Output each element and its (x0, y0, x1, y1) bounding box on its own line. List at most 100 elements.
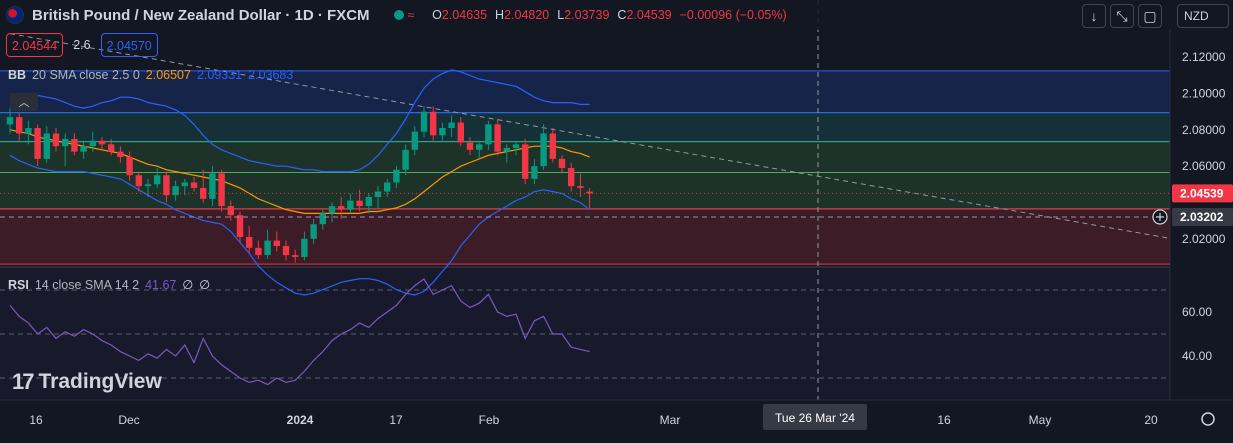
ohlc-close-value: 2.04539 (626, 8, 672, 22)
time-axis-background (0, 400, 1233, 438)
candle-body (384, 182, 391, 192)
candle-body (531, 166, 538, 179)
time-tick-label: 17 (389, 413, 403, 427)
time-tick-label: 16 (29, 413, 43, 427)
candle-body (577, 186, 584, 188)
candle-17 (163, 171, 170, 203)
candle-43 (402, 144, 409, 176)
bb-params: 20 SMA close 2.5 0 (32, 68, 140, 82)
collapse-legend-button[interactable]: ︿ (10, 93, 38, 111)
time-tick-label: May (1029, 413, 1052, 427)
bb-lower-value: 2.03683 (248, 68, 294, 82)
candle-14 (135, 171, 142, 192)
price-zone-2 (0, 112, 1170, 142)
spread-value: 2.6 (73, 38, 91, 52)
candle-body (273, 240, 280, 247)
candle-body (310, 224, 317, 239)
symbol-title[interactable]: British Pound / New Zealand Dollar · 1D … (32, 6, 370, 24)
candle-47 (439, 122, 446, 141)
candle-body (356, 200, 363, 207)
candle-39 (365, 193, 372, 214)
price-zone-0 (0, 172, 1170, 209)
candle-body (52, 133, 60, 147)
candle-42 (393, 166, 400, 188)
candle-body (62, 138, 69, 147)
candle-46 (430, 106, 437, 141)
candle-21 (200, 169, 207, 203)
candle-18 (172, 180, 179, 201)
trade-row: 2.04544 2.6 2.04570 (6, 33, 158, 57)
candle-6 (62, 133, 69, 167)
buy-button[interactable]: 2.04570 (100, 33, 158, 57)
candle-body (503, 148, 510, 152)
price-tick-label: 2.08000 (1182, 123, 1226, 137)
candle-49 (457, 117, 464, 147)
watermark-text: TradingView (38, 370, 162, 393)
candle-38 (356, 189, 363, 212)
candle-63 (586, 187, 593, 208)
candle-body (89, 140, 96, 147)
candle-body (439, 128, 446, 136)
candle-body (209, 173, 216, 199)
candle-37 (347, 193, 354, 214)
candle-26 (246, 226, 253, 254)
candle-53 (494, 118, 501, 156)
candle-body (117, 151, 124, 158)
gbp-nzd-flag-icon (6, 6, 24, 24)
candle-58 (540, 124, 547, 170)
candle-body (558, 158, 566, 168)
candle-10 (98, 137, 106, 150)
candle-19 (181, 178, 188, 196)
bb-upper-line (9, 69, 590, 173)
price-tick-label: 2.10000 (1182, 87, 1226, 101)
candle-body (328, 206, 336, 214)
price-zone-4 (0, 208, 1170, 265)
candle-2 (25, 120, 32, 145)
candle-3 (34, 124, 41, 167)
candle-body (80, 146, 87, 152)
candle-52 (485, 120, 492, 150)
candle-body (43, 133, 50, 159)
candle-1 (16, 113, 23, 141)
symbol-header: British Pound / New Zealand Dollar · 1D … (0, 0, 870, 30)
candle-48 (448, 115, 455, 138)
candle-body (135, 175, 142, 187)
candle-body (218, 173, 225, 207)
candle-body (420, 111, 428, 132)
maximize-icon[interactable]: ▢ (1138, 4, 1162, 28)
candle-body (466, 142, 474, 150)
candle-body (347, 200, 354, 210)
ohlc-low-key: L (557, 8, 565, 22)
rsi-legend[interactable]: RSI 14 close SMA 14 2 41.67 ∅ ∅ (8, 277, 210, 293)
market-open-dot-icon (393, 10, 404, 20)
chart-tool-buttons: ↓ ⤡ ▢ (1082, 4, 1162, 28)
tradingview-logo-icon: 17 (12, 369, 35, 394)
bb-lower-line (9, 154, 590, 296)
candle-20 (190, 177, 198, 192)
bb-legend[interactable]: BB 20 SMA close 2.5 0 2.06507 2.09331 2.… (8, 68, 293, 82)
arrow-down-icon[interactable]: ↓ (1082, 4, 1106, 28)
candle-0 (6, 108, 14, 134)
candle-27 (255, 240, 262, 259)
candle-body (522, 144, 529, 179)
price-zone-1 (0, 141, 1170, 173)
candle-body (393, 169, 400, 183)
rsi-tick-label: 40.00 (1182, 349, 1212, 363)
last-price-label: 2.04539 (1180, 186, 1224, 200)
candle-9 (89, 131, 96, 152)
candle-body (200, 187, 207, 199)
sell-button[interactable]: 2.04544 (6, 33, 64, 57)
rsi-sma-value: ∅ (182, 278, 194, 292)
price-zone-3 (0, 70, 1170, 113)
candle-54 (503, 144, 510, 163)
candle-body (282, 246, 290, 256)
currency-select[interactable]: NZD (1177, 4, 1229, 28)
candle-body (549, 133, 556, 159)
settings-gear-icon[interactable] (1201, 412, 1215, 426)
collapse-icon[interactable]: ⤡ (1110, 4, 1134, 28)
last-price-label-bg (1172, 184, 1233, 203)
candle-51 (476, 140, 483, 159)
candle-body (494, 124, 501, 152)
